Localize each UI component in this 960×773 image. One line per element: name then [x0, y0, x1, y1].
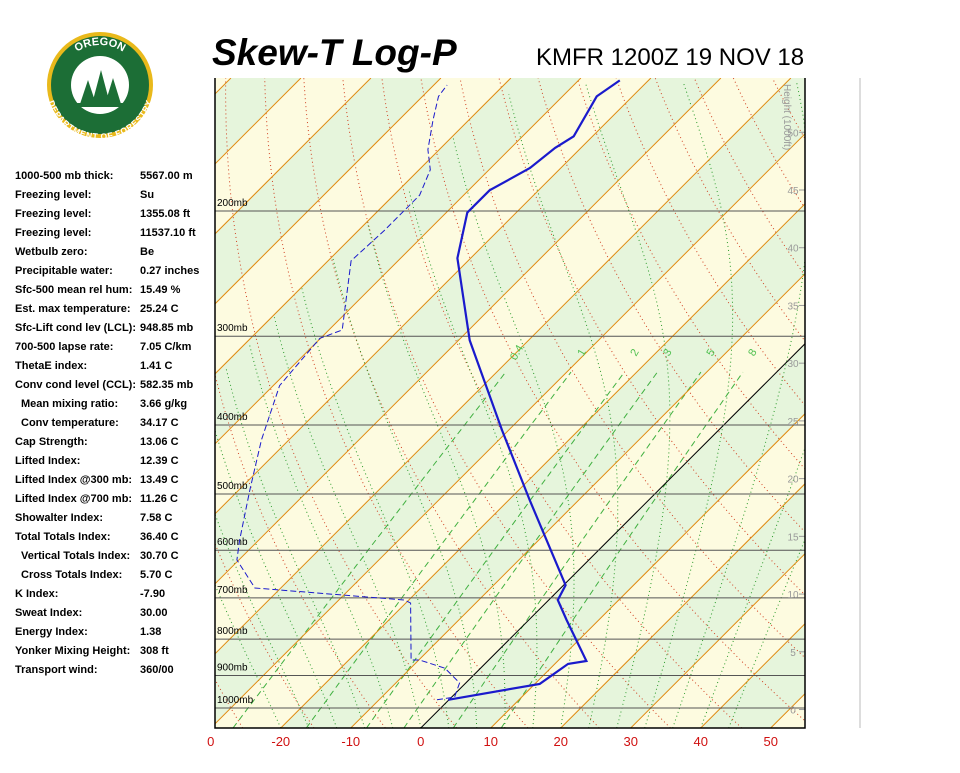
index-value: 1.41 C — [140, 360, 172, 372]
x-tick-label: -10 — [341, 734, 360, 749]
chart-subtitle: KMFR 1200Z 19 NOV 18 — [536, 44, 804, 71]
index-label: Total Totals Index: — [15, 531, 111, 543]
index-label: Sweat Index: — [15, 607, 82, 619]
y2-axis-title: Height (1000ft) — [781, 84, 792, 150]
y2-tick-label: 45 — [787, 186, 799, 197]
index-label: Freezing level: — [15, 189, 91, 201]
index-label: Sfc-500 mean rel hum: — [15, 284, 132, 296]
index-label: Conv cond level (CCL): — [15, 379, 136, 391]
index-value: 7.05 C/km — [140, 341, 192, 353]
index-label: Cross Totals Index: — [21, 569, 122, 581]
index-value: 3.66 g/kg — [140, 398, 187, 410]
index-value: 1355.08 ft — [140, 208, 190, 220]
index-label: Freezing level: — [15, 227, 91, 239]
index-label: Precipitable water: — [15, 265, 113, 277]
index-value: 25.24 C — [140, 303, 179, 315]
index-label: Sfc-Lift cond lev (LCL): — [15, 322, 136, 334]
logo-ground — [74, 103, 126, 107]
index-value: -7.90 — [140, 588, 165, 600]
y2-tick-label: 40 — [787, 244, 799, 255]
x-tick-label: 10 — [484, 734, 498, 749]
y-tick-label: 400mb — [217, 412, 248, 423]
index-label: ThetaE index: — [15, 360, 87, 372]
index-value: Su — [140, 189, 154, 201]
index-value: 12.39 C — [140, 455, 179, 467]
y-tick-label: 300mb — [217, 323, 248, 334]
y-tick-label: 900mb — [217, 662, 248, 673]
y-tick-label: 500mb — [217, 481, 248, 492]
index-label: K Index: — [15, 588, 58, 600]
index-label: Mean mixing ratio: — [21, 398, 118, 410]
x-tick-label: 50 — [763, 734, 777, 749]
index-value: 13.49 C — [140, 474, 179, 486]
y-tick-label: 700mb — [217, 585, 248, 596]
y2-tick-label: 5 — [790, 648, 796, 659]
x-tick-label: 40 — [693, 734, 707, 749]
index-label: Lifted Index: — [15, 455, 80, 467]
index-value: 13.06 C — [140, 436, 179, 448]
index-label: Conv temperature: — [21, 417, 119, 429]
index-value: 948.85 mb — [140, 322, 193, 334]
index-label: Freezing level: — [15, 208, 91, 220]
logo: OREGON DEPARTMENT OF FORESTRY — [46, 32, 153, 141]
x-tick-label: 0 — [207, 734, 214, 749]
index-value: 36.40 C — [140, 531, 179, 543]
y2-tick-label: 35 — [787, 301, 799, 312]
x-tick-label: 0 — [417, 734, 424, 749]
y2-tick-label: 20 — [787, 475, 799, 486]
dry-adiabat — [929, 78, 960, 728]
index-label: Lifted Index @700 mb: — [15, 493, 132, 505]
index-value: 308 ft — [140, 645, 169, 657]
index-label: Wetbulb zero: — [15, 246, 88, 258]
index-value: 15.49 % — [140, 284, 181, 296]
index-value: 30.00 — [140, 607, 168, 619]
index-label: Showalter Index: — [15, 512, 103, 524]
index-label: Transport wind: — [15, 664, 98, 676]
y-tick-label: 200mb — [217, 198, 248, 209]
y-tick-label: 800mb — [217, 626, 248, 637]
index-label: Energy Index: — [15, 626, 88, 638]
chart-title: Skew-T Log-P — [212, 32, 457, 73]
y2-tick-label: 15 — [787, 532, 799, 543]
index-value: 7.58 C — [140, 512, 172, 524]
index-value: 360/00 — [140, 664, 174, 676]
index-label: Vertical Totals Index: — [21, 550, 130, 562]
y2-tick-label: 0 — [790, 706, 796, 717]
index-value: 5567.00 m — [140, 170, 193, 182]
y-tick-label: 1000mb — [217, 695, 254, 706]
index-value: 11.26 C — [140, 493, 178, 505]
y2-tick-label: 10 — [787, 590, 799, 601]
y2-tick-label: 25 — [787, 417, 799, 428]
index-value: 582.35 mb — [140, 379, 193, 391]
y-tick-label: 600mb — [217, 537, 248, 548]
index-label: 700-500 lapse rate: — [15, 341, 113, 353]
dry-adiabat — [890, 78, 960, 728]
index-value: Be — [140, 246, 154, 258]
index-value: 1.38 — [140, 626, 161, 638]
dry-adiabat — [851, 78, 960, 728]
index-value: 0.27 inches — [140, 265, 199, 277]
temperature-band — [841, 78, 960, 728]
x-tick-label: 20 — [554, 734, 568, 749]
index-value: 5.70 C — [140, 569, 172, 581]
index-value: 34.17 C — [140, 417, 179, 429]
index-value: 30.70 C — [140, 550, 179, 562]
dry-adiabat — [811, 78, 960, 728]
y2-tick-label: 30 — [787, 359, 799, 370]
index-label: Yonker Mixing Height: — [15, 645, 130, 657]
index-value: 11537.10 ft — [140, 227, 196, 239]
index-table: 1000-500 mb thick: 5567.00 m Freezing leve… — [15, 170, 199, 676]
index-label: Cap Strength: — [15, 436, 88, 448]
index-label: Est. max temperature: — [15, 303, 131, 315]
index-label: 1000-500 mb thick: — [15, 170, 113, 182]
x-tick-label: -20 — [271, 734, 290, 749]
x-tick-label: 30 — [623, 734, 637, 749]
index-label: Lifted Index @300 mb: — [15, 474, 132, 486]
